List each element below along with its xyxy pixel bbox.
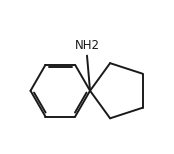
Text: NH2: NH2 [75,39,100,52]
